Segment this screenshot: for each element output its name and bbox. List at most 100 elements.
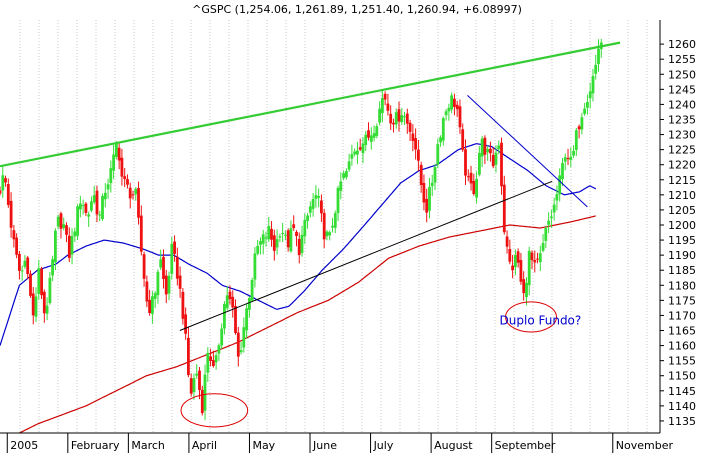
price-bars-layer	[0, 38, 603, 421]
price-bar-body	[367, 130, 370, 138]
y-tick-label: 1135	[668, 415, 696, 428]
price-bar-body	[478, 153, 481, 175]
price-bar-body	[317, 196, 320, 198]
price-bar-body	[475, 178, 478, 198]
price-bar-body	[295, 231, 298, 236]
price-bar-body	[112, 154, 115, 171]
price-bar-body	[527, 250, 531, 286]
price-bar-body	[286, 230, 290, 248]
price-bar-body	[483, 137, 487, 155]
price-bar-body	[223, 303, 226, 329]
price-bar-body	[580, 117, 584, 130]
price-bar-body	[314, 195, 318, 199]
price-bar-body	[284, 234, 287, 236]
price-bar-body	[361, 143, 365, 154]
price-bar-body	[569, 156, 573, 161]
price-bar-body	[414, 138, 417, 150]
price-bar-body	[472, 181, 476, 194]
price-bar-body	[261, 234, 265, 244]
y-tick-label: 1245	[668, 83, 696, 96]
price-bar-body	[566, 158, 570, 160]
price-bar-body	[408, 122, 412, 132]
price-bar-body	[51, 259, 54, 276]
y-tick-label: 1230	[668, 129, 696, 142]
price-bar-body	[95, 190, 99, 215]
price-bar-body	[306, 215, 309, 221]
y-tick-label: 1170	[668, 309, 696, 322]
price-bar-body	[128, 187, 132, 199]
price-bar-body	[320, 200, 323, 214]
price-bar-body	[259, 241, 262, 245]
price-bar-body	[195, 373, 199, 376]
falling-trend-line	[467, 94, 588, 208]
price-bar-body	[275, 239, 279, 248]
price-bar-body	[90, 201, 93, 211]
price-bar-body	[594, 64, 598, 74]
x-tick-label: September	[495, 439, 556, 452]
price-bar-body	[563, 157, 567, 162]
price-bar-body	[0, 190, 2, 194]
price-bar-body	[300, 234, 304, 253]
y-tick-label: 1235	[668, 113, 696, 126]
duplo-fundo-label: Duplo Fundo?	[500, 313, 582, 327]
price-bar-body	[336, 187, 340, 214]
price-bar-body	[278, 236, 282, 238]
price-bar-body	[541, 243, 545, 251]
price-bar-body	[256, 245, 260, 254]
price-bar-body	[422, 183, 426, 203]
price-bar-body	[59, 213, 63, 229]
price-bar-body	[480, 138, 484, 157]
price-bar-body	[433, 167, 437, 183]
price-bar-body	[217, 345, 221, 354]
price-bar-body	[134, 188, 138, 195]
price-bar-body	[1, 175, 5, 191]
price-bar-body	[464, 149, 467, 176]
price-bar-body	[137, 188, 140, 218]
price-bar-body	[505, 236, 509, 247]
y-tick-label: 1190	[668, 249, 696, 262]
price-bar-body	[250, 280, 254, 301]
price-bar-body	[151, 296, 154, 314]
price-bar-body	[145, 281, 149, 302]
x-tick-label: August	[434, 439, 473, 452]
price-bar-body	[18, 253, 21, 271]
price-bar-body	[31, 293, 35, 316]
price-bar-body	[525, 282, 528, 298]
price-bar-body	[511, 265, 514, 271]
price-bar-body	[516, 251, 520, 263]
price-bar-body	[236, 332, 240, 357]
price-bar-body	[239, 350, 243, 353]
price-bar-body	[353, 151, 357, 155]
price-bar-body	[550, 216, 553, 218]
price-bar-body	[514, 255, 517, 268]
price-bar-body	[411, 133, 415, 141]
price-bar-body	[159, 259, 163, 268]
y-tick-label: 1250	[668, 68, 696, 81]
price-bar-body	[591, 76, 595, 94]
price-bar-body	[206, 352, 210, 373]
price-bar-body	[272, 235, 276, 251]
price-bar-body	[486, 149, 490, 153]
price-bar-body	[450, 95, 453, 110]
price-bar-body	[419, 164, 423, 185]
upper-trend-line	[0, 41, 621, 168]
y-tick-label: 1240	[668, 98, 696, 111]
price-bar-body	[405, 113, 409, 124]
price-bar-body	[42, 291, 46, 314]
price-bar-body	[383, 93, 387, 100]
price-bar-body	[253, 253, 257, 280]
price-bar-body	[386, 103, 390, 111]
price-bar-body	[381, 98, 384, 113]
price-bar-body	[40, 268, 43, 296]
price-bar-body	[264, 237, 268, 239]
price-bar-body	[170, 243, 174, 274]
price-bar-body	[292, 224, 296, 228]
price-bar-body	[126, 179, 129, 185]
price-bar-body	[245, 308, 248, 331]
y-tick-label: 1200	[668, 219, 696, 232]
price-bar-body	[148, 299, 151, 313]
price-bar-body	[469, 172, 473, 184]
price-bar-body	[106, 184, 110, 190]
y-tick-label: 1180	[668, 279, 696, 292]
price-bar-body	[29, 273, 32, 296]
